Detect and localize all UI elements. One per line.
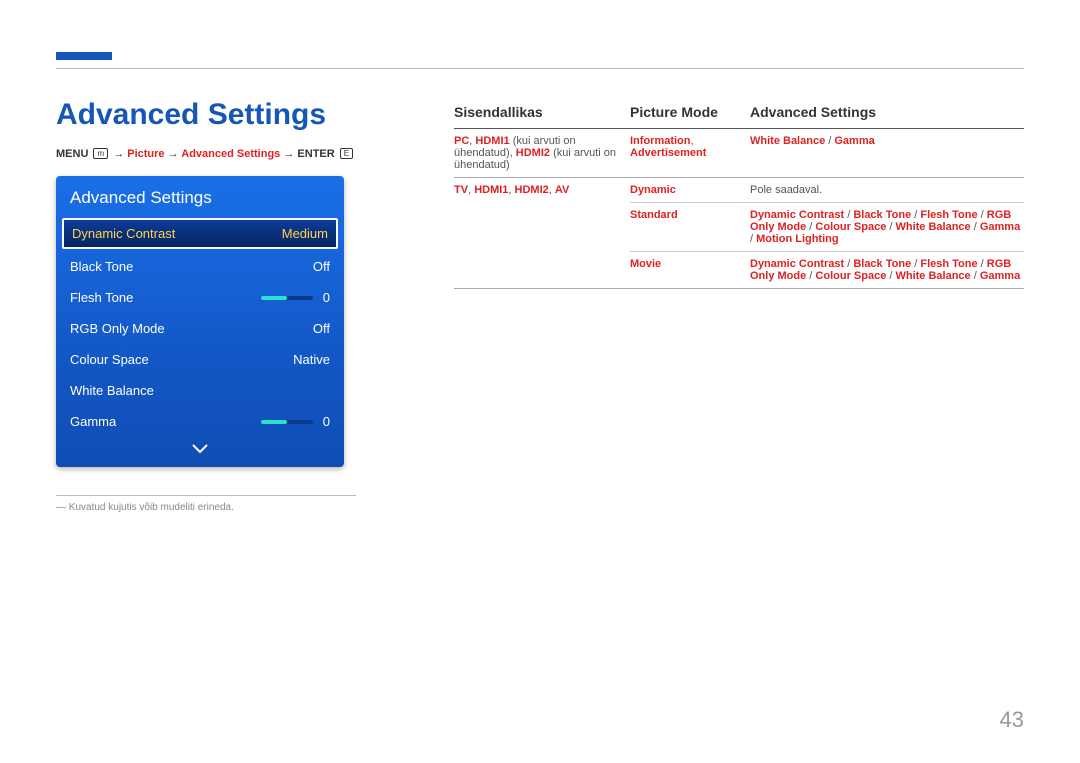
panel-row[interactable]: Gamma 0	[56, 406, 344, 437]
panel-title: Advanced Settings	[56, 176, 344, 218]
breadcrumb-arrow: →	[168, 148, 182, 160]
cell-mode: Dynamic	[630, 184, 750, 196]
panel-row-label: Gamma	[70, 414, 116, 429]
breadcrumb-arrow: →	[283, 148, 297, 160]
panel-row-value: 0	[323, 290, 330, 305]
panel-row[interactable]: White Balance	[56, 375, 344, 406]
th-source: Sisendallikas	[454, 98, 630, 128]
panel-row-label: Black Tone	[70, 259, 133, 274]
breadcrumb-arrow: →	[113, 148, 127, 160]
cell-advanced: Dynamic Contrast / Black Tone / Flesh To…	[750, 258, 1024, 282]
cell-mode: Standard	[630, 209, 750, 245]
breadcrumb-enter: ENTER	[297, 148, 334, 160]
panel-row[interactable]: Black Tone Off	[56, 251, 344, 282]
page: Advanced Settings MENU m → Picture → Adv…	[0, 0, 1080, 763]
panel-row[interactable]: Dynamic Contrast Medium	[62, 218, 338, 249]
footnote-text: Kuvatud kujutis võib mudeliti erineda.	[69, 502, 234, 513]
panel-row-label: RGB Only Mode	[70, 321, 165, 336]
th-mode: Picture Mode	[630, 98, 750, 128]
breadcrumb-picture: Picture	[127, 148, 164, 160]
panel-row-value: Native	[293, 352, 330, 367]
page-number: 43	[1000, 707, 1024, 733]
accent-bar	[56, 52, 112, 60]
cell-advanced: White Balance / Gamma	[750, 135, 1024, 171]
footnote: ― Kuvatud kujutis võib mudeliti erineda.	[56, 502, 356, 513]
settings-panel: Advanced Settings Dynamic Contrast Medium…	[56, 176, 344, 467]
panel-row-value: Medium	[282, 226, 328, 241]
panel-row[interactable]: Flesh Tone 0	[56, 282, 344, 313]
breadcrumb-advanced: Advanced Settings	[181, 148, 280, 160]
cell-advanced: Dynamic Contrast / Black Tone / Flesh To…	[750, 209, 1024, 245]
breadcrumb-menu: MENU	[56, 148, 88, 160]
panel-row-label: Colour Space	[70, 352, 149, 367]
left-column: Advanced Settings MENU m → Picture → Adv…	[56, 98, 356, 513]
table-row: PC, HDMI1 (kui arvuti on ühendatud), HDM…	[454, 129, 1024, 178]
top-rule	[56, 68, 1024, 69]
slider[interactable]: 0	[261, 414, 330, 429]
right-column: Sisendallikas Picture Mode Advanced Sett…	[454, 98, 1024, 289]
menu-icon: m	[93, 148, 108, 159]
cell-mode: Information, Advertisement	[630, 135, 750, 171]
chevron-down-icon[interactable]	[56, 437, 344, 467]
page-title: Advanced Settings	[56, 98, 356, 132]
panel-row-label: Flesh Tone	[70, 290, 133, 305]
cell-source: TV, HDMI1, HDMI2, AV	[454, 184, 630, 282]
cell-advanced: Pole saadaval.	[750, 184, 1024, 196]
cell-mode: Movie	[630, 258, 750, 282]
panel-row-label: White Balance	[70, 383, 154, 398]
cell-source: PC, HDMI1 (kui arvuti on ühendatud), HDM…	[454, 135, 630, 171]
panel-row-label: Dynamic Contrast	[72, 226, 175, 241]
footnote-rule	[56, 495, 356, 496]
panel-row[interactable]: RGB Only Mode Off	[56, 313, 344, 344]
enter-icon: E	[340, 148, 353, 159]
table-row: TV, HDMI1, HDMI2, AVDynamicPole saadaval…	[454, 178, 1024, 289]
breadcrumb: MENU m → Picture → Advanced Settings → E…	[56, 148, 356, 160]
panel-row-value: Off	[313, 321, 330, 336]
th-advanced: Advanced Settings	[750, 98, 1024, 128]
slider[interactable]: 0	[261, 290, 330, 305]
table-header: Sisendallikas Picture Mode Advanced Sett…	[454, 98, 1024, 129]
panel-row-value: 0	[323, 414, 330, 429]
panel-row-value: Off	[313, 259, 330, 274]
panel-row[interactable]: Colour Space Native	[56, 344, 344, 375]
